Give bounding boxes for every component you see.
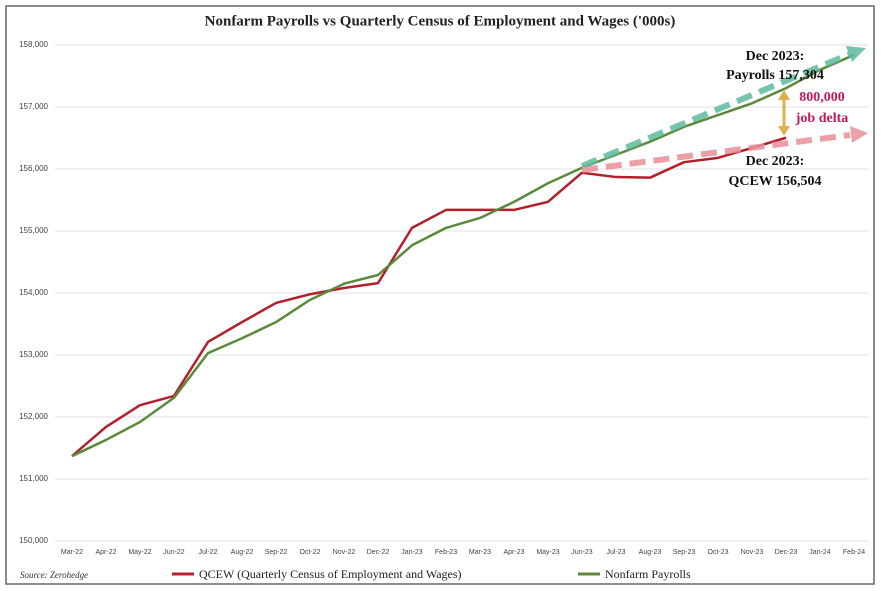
- y-tick-label: 151,000: [19, 474, 48, 483]
- arrow-head: [850, 126, 868, 143]
- y-tick-label: 150,000: [19, 536, 48, 545]
- series-line: [71, 53, 855, 458]
- chart-title: Nonfarm Payrolls vs Quarterly Census of …: [205, 13, 676, 29]
- y-tick-label: 153,000: [19, 350, 48, 359]
- x-tick-label: Oct-23: [707, 549, 728, 556]
- legend: QCEW (Quarterly Census of Employment and…: [172, 567, 691, 581]
- y-tick-label: 154,000: [19, 288, 48, 297]
- y-tick-label: 157,000: [19, 102, 48, 111]
- y-tick-label: 156,000: [19, 164, 48, 173]
- x-tick-label: Feb-23: [435, 549, 457, 556]
- y-tick-label: 155,000: [19, 226, 48, 235]
- x-tick-label: Feb-24: [843, 549, 865, 556]
- annotation: Dec 2023:: [746, 49, 805, 64]
- x-tick-label: Dec-22: [367, 549, 390, 556]
- source: Source: Zerohedge: [20, 570, 88, 580]
- x-tick-label: Oct-22: [299, 549, 320, 556]
- x-tick-label: Jul-23: [606, 549, 625, 556]
- lines: [71, 53, 855, 458]
- x-tick-label: Mar-22: [61, 549, 83, 556]
- x-tick-label: May-22: [128, 549, 151, 556]
- annotation: QCEW 156,504: [728, 174, 821, 189]
- annotation: 800,000: [799, 90, 845, 105]
- x-tick-label: Aug-23: [639, 549, 662, 556]
- x-tick-label: Sep-23: [673, 549, 696, 556]
- projection-arrow: [581, 132, 851, 173]
- projection-arrow: [580, 51, 852, 169]
- annotation: Dec 2023:: [746, 154, 805, 169]
- x-tick-label: Jan-23: [401, 549, 423, 556]
- legend-label: Nonfarm Payrolls: [605, 567, 691, 581]
- x-tick-label: Jul-22: [198, 549, 217, 556]
- x-tick-label: Apr-22: [95, 549, 116, 556]
- arrow-head: [778, 90, 790, 100]
- x-tick-label: Sep-22: [265, 549, 288, 556]
- x-tick-label: May-23: [536, 549, 559, 556]
- x-tick-label: Nov-22: [333, 549, 356, 556]
- x-tick-label: Apr-23: [503, 549, 524, 556]
- series-line: [71, 136, 787, 458]
- grid: 150,000 151,000 152,000 153,000 154,000 155,0…: [19, 40, 868, 556]
- y-tick-label: 158,000: [19, 40, 48, 49]
- x-tick-label: Dec-23: [775, 549, 798, 556]
- x-tick-label: Jan-24: [809, 549, 831, 556]
- legend-label: QCEW (Quarterly Census of Employment and…: [199, 567, 462, 581]
- arrow-head: [778, 126, 790, 136]
- x-tick-label: Jun-23: [571, 549, 593, 556]
- x-tick-label: Jun-22: [163, 549, 185, 556]
- y-tick-label: 152,000: [19, 412, 48, 421]
- arrow-head: [846, 46, 866, 62]
- x-tick-label: Mar-23: [469, 549, 491, 556]
- x-tick-label: Nov-23: [741, 549, 764, 556]
- x-tick-label: Aug-22: [231, 549, 254, 556]
- annotation: Payrolls 157,304: [726, 68, 824, 83]
- frame: [5, 5, 875, 585]
- annotation: job delta: [795, 111, 849, 126]
